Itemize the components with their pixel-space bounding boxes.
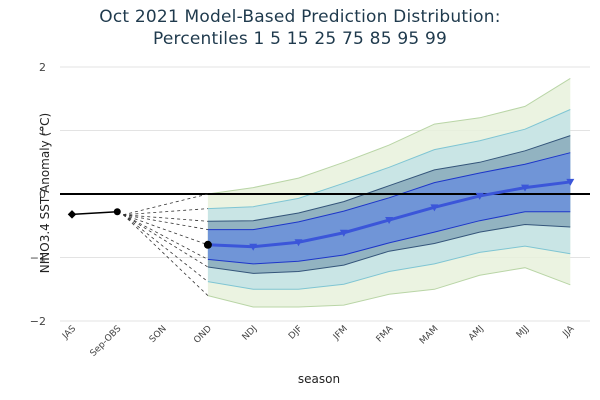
y-tick-label: −2 xyxy=(30,315,46,328)
p99-edge xyxy=(207,77,571,195)
fan-line-p15 xyxy=(123,214,209,268)
median-point xyxy=(521,184,529,192)
percentile-edges xyxy=(207,77,571,308)
x-tick-label: Sep-OBS xyxy=(89,324,124,359)
observed-series xyxy=(67,208,121,219)
median-point xyxy=(339,229,348,237)
fan-line-p95 xyxy=(123,208,208,216)
median-point xyxy=(430,204,439,212)
x-tick-label: DJF xyxy=(287,324,305,342)
fan-line-p99 xyxy=(123,193,208,216)
p85-edge xyxy=(207,135,571,222)
y-tick-labels: 2 1 0 −1 −2 xyxy=(30,61,46,328)
x-tick-label: OND xyxy=(192,324,214,346)
y-tick-label: 2 xyxy=(39,61,46,74)
fan-line-p85 xyxy=(123,214,208,222)
y-tick-label: 1 xyxy=(39,125,46,138)
x-tick-label: JFM xyxy=(331,324,350,343)
median-point xyxy=(249,243,258,251)
fan-line-median xyxy=(123,214,209,246)
p25-edge xyxy=(207,211,571,265)
median-point xyxy=(475,192,484,200)
fan-line-p5 xyxy=(123,214,209,282)
fan-line-p1 xyxy=(123,214,209,296)
y-tick-label: 0 xyxy=(39,188,46,201)
p95-edge xyxy=(207,109,571,210)
observed-point xyxy=(113,208,121,216)
x-tick-label: AMJ xyxy=(467,324,486,343)
median-series xyxy=(203,178,575,251)
x-tick-labels: JAS Sep-OBS SON OND NDJ DJF JFM FMA MAM AMJ MJJ JJA xyxy=(60,323,577,358)
x-axis-title: season xyxy=(298,372,340,386)
p15-edge xyxy=(207,223,571,274)
p5-edge xyxy=(207,245,571,290)
y-axis-title: NINO3.4 SST Anomaly (°C) xyxy=(38,113,52,273)
chart-subtitle: Percentiles 1 5 15 25 75 85 95 99 xyxy=(153,29,447,49)
fan-line-p25 xyxy=(123,214,209,260)
median-point xyxy=(566,178,575,186)
observed-line xyxy=(71,211,118,216)
x-tick-label: JAS xyxy=(60,324,78,342)
observation-fan-lines xyxy=(123,193,209,296)
p1-edge xyxy=(207,267,571,308)
chart-title: Oct 2021 Model-Based Prediction Distribu… xyxy=(99,7,501,27)
y-tick-label: −1 xyxy=(30,252,46,265)
observed-point xyxy=(67,210,77,219)
median-point xyxy=(203,240,212,249)
band-25-75 xyxy=(207,152,571,264)
x-tick-label: MAM xyxy=(418,324,440,346)
median-point xyxy=(385,217,394,225)
x-tick-label: SON xyxy=(148,324,169,345)
median-point xyxy=(294,239,303,247)
x-tick-label: FMA xyxy=(375,323,396,344)
fan-line-p75 xyxy=(123,214,208,230)
x-tick-label: MJJ xyxy=(515,324,531,340)
x-tick-label: NDJ xyxy=(241,324,260,343)
p75-edge xyxy=(207,152,571,231)
x-tick-label: JJA xyxy=(561,323,577,339)
